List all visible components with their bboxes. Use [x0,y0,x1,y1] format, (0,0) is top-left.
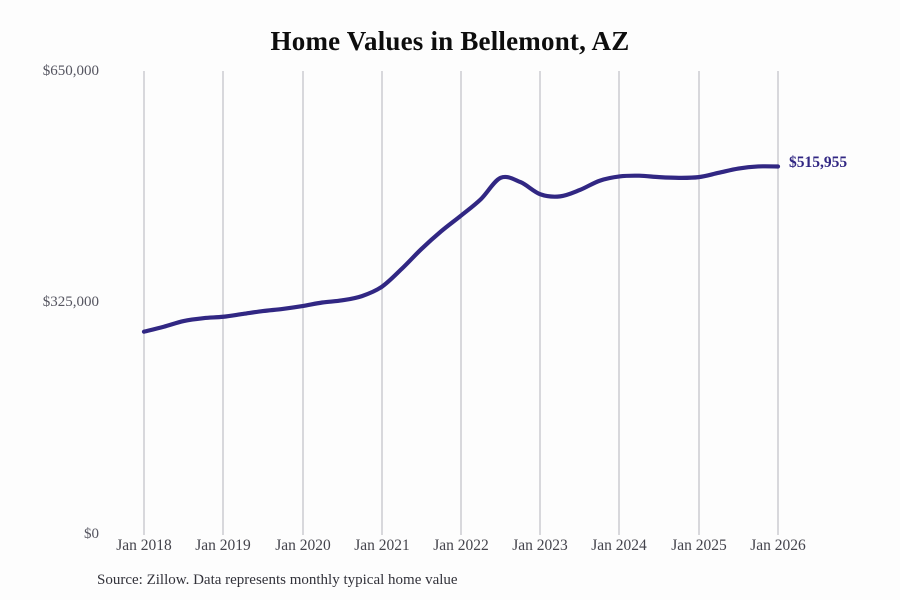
xtick-label-jan-2023: Jan 2023 [512,537,568,554]
xtick-label-jan-2024: Jan 2024 [591,537,647,554]
xtick-label-jan-2019: Jan 2019 [195,537,251,554]
ytick-label-0: $0 [84,526,99,542]
xtick-label-jan-2026: Jan 2026 [750,537,806,554]
xtick-label-jan-2020: Jan 2020 [275,537,331,554]
ytick-label-325000: $325,000 [42,294,99,310]
value-line-series [141,164,781,334]
xtick-label-jan-2025: Jan 2025 [671,537,727,554]
ytick-label-650000: $650,000 [42,63,99,79]
xtick-label-jan-2022: Jan 2022 [433,537,489,554]
chart-title: Home Values in Bellemont, AZ [270,26,630,56]
source-note: Source: Zillow. Data represents monthly … [97,572,458,588]
xtick-label-jan-2021: Jan 2021 [354,537,410,554]
gridlines [143,71,779,535]
end-value-label: $515,955 [789,154,848,171]
xtick-label-jan-2018: Jan 2018 [116,537,172,554]
